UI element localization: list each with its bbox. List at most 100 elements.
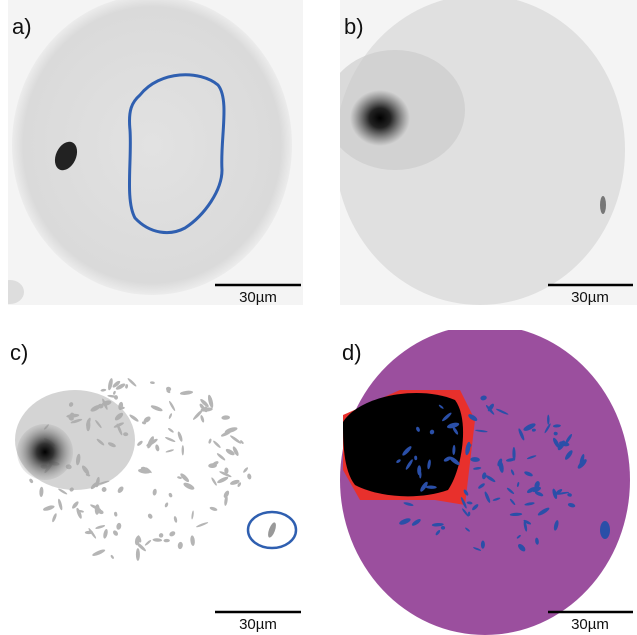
- speckle: [92, 549, 106, 556]
- speckle: [107, 394, 118, 398]
- panel-c: [15, 378, 298, 561]
- speckle: [537, 507, 550, 516]
- speckle: [552, 488, 558, 500]
- speckle: [146, 438, 158, 447]
- speckle: [487, 403, 495, 412]
- speckle: [405, 459, 413, 470]
- speckle: [480, 540, 485, 549]
- speckle: [429, 429, 435, 435]
- speckle: [478, 483, 485, 489]
- speckle: [39, 486, 44, 498]
- speckle: [150, 405, 163, 412]
- speckle: [177, 476, 182, 479]
- speckle: [535, 537, 539, 545]
- speckle: [101, 487, 107, 492]
- speckle: [567, 493, 572, 497]
- speckle: [179, 390, 194, 395]
- speckle: [58, 488, 68, 495]
- speckle: [134, 535, 141, 546]
- speckle: [402, 446, 412, 456]
- speckle: [114, 511, 118, 517]
- speckle: [180, 473, 190, 483]
- speckle: [531, 428, 536, 432]
- speckle: [567, 503, 576, 508]
- speckle: [518, 428, 525, 441]
- speckle: [100, 388, 107, 392]
- speckle: [152, 538, 163, 542]
- speckle: [509, 512, 523, 517]
- speckle: [224, 495, 228, 506]
- speckle: [466, 501, 473, 505]
- speckle: [112, 380, 121, 388]
- speckle: [480, 395, 487, 401]
- speckle: [230, 479, 240, 485]
- speckle: [517, 543, 526, 552]
- speckle: [219, 471, 232, 478]
- speckle: [76, 507, 82, 519]
- speckle: [468, 444, 472, 448]
- speckle: [164, 502, 169, 508]
- speckle: [113, 530, 118, 536]
- speckle: [438, 404, 444, 409]
- speckle: [155, 444, 160, 452]
- speckle: [183, 482, 195, 490]
- speckle: [553, 520, 559, 531]
- speckle: [556, 491, 570, 495]
- speckle: [165, 437, 176, 442]
- speckle: [240, 440, 244, 444]
- speckle: [177, 541, 183, 550]
- speckle: [442, 412, 452, 422]
- speckle: [152, 488, 157, 496]
- speckle: [203, 406, 208, 413]
- speckle: [209, 506, 218, 511]
- panel-label: b): [344, 14, 364, 39]
- speckle: [115, 383, 126, 390]
- speckle: [544, 423, 551, 434]
- speckle: [196, 522, 209, 528]
- speckle: [565, 433, 573, 444]
- speckle: [516, 534, 521, 539]
- speckle: [396, 459, 401, 464]
- speckle: [43, 505, 55, 511]
- speckle: [127, 378, 137, 387]
- speckle: [117, 486, 124, 493]
- speckle: [110, 554, 114, 559]
- speckle: [52, 513, 57, 523]
- speckle: [467, 511, 471, 516]
- speckle: [524, 471, 533, 477]
- speckle: [29, 478, 34, 484]
- panel-label: c): [10, 340, 28, 365]
- speckle: [165, 449, 175, 453]
- speckle: [208, 438, 212, 444]
- speckle: [472, 504, 479, 511]
- speckle: [168, 492, 173, 498]
- speckle: [237, 482, 242, 487]
- speckle: [495, 408, 509, 415]
- speckle: [108, 378, 113, 391]
- speckle: [552, 424, 561, 428]
- speckle: [431, 522, 444, 527]
- speckle: [399, 518, 411, 525]
- panel-b: [340, 0, 637, 305]
- speckle: [510, 469, 515, 476]
- panel-a: [8, 0, 303, 305]
- speckle: [163, 538, 170, 543]
- speckle: [212, 461, 219, 466]
- speckle: [435, 529, 441, 536]
- speckle: [181, 445, 185, 456]
- speckle: [221, 415, 230, 420]
- speckle: [526, 487, 536, 494]
- speckle: [470, 457, 480, 462]
- speckle: [217, 476, 229, 484]
- speckle: [116, 522, 122, 530]
- speckle: [88, 528, 97, 539]
- speckle: [190, 535, 195, 546]
- speckle: [523, 520, 528, 532]
- speckle: [523, 519, 532, 525]
- speckle: [440, 526, 446, 530]
- speckle: [462, 508, 469, 517]
- speckle: [158, 533, 164, 538]
- speckle: [169, 531, 176, 537]
- speckle: [232, 446, 239, 457]
